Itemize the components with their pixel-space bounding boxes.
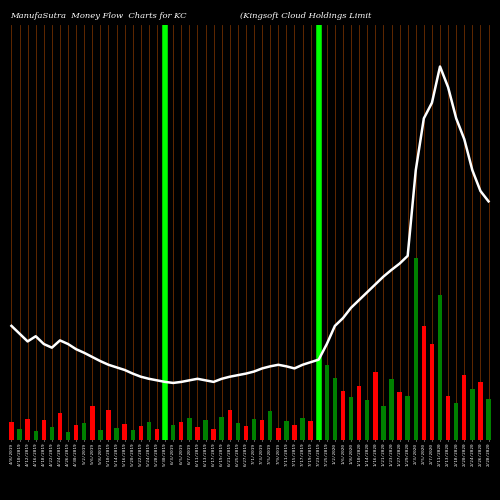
Text: (Kingsoft Cloud Holdings Limit: (Kingsoft Cloud Holdings Limit <box>240 12 372 20</box>
Bar <box>146 422 151 440</box>
Bar <box>308 422 313 440</box>
Bar <box>82 424 86 440</box>
Bar <box>244 426 248 440</box>
Bar <box>438 294 442 440</box>
Bar <box>324 365 329 440</box>
Bar <box>130 430 135 440</box>
Bar <box>50 427 54 440</box>
Bar <box>284 421 288 440</box>
Bar <box>268 412 272 440</box>
Bar <box>171 426 175 440</box>
Bar <box>252 418 256 440</box>
Bar <box>106 410 110 440</box>
Bar <box>138 426 143 440</box>
Bar <box>163 422 168 440</box>
Bar <box>122 424 127 440</box>
Bar <box>357 386 362 440</box>
Bar <box>195 426 200 440</box>
Bar <box>292 425 296 440</box>
Bar <box>486 398 491 440</box>
Bar <box>204 420 208 440</box>
Bar <box>90 406 94 440</box>
Bar <box>341 390 345 440</box>
Bar <box>236 424 240 440</box>
Bar <box>9 422 14 440</box>
Bar <box>74 426 78 440</box>
Bar <box>228 410 232 440</box>
Bar <box>220 416 224 440</box>
Bar <box>446 396 450 440</box>
Bar <box>18 428 22 440</box>
Bar <box>58 413 62 440</box>
Bar <box>179 422 184 440</box>
Bar <box>390 379 394 440</box>
Bar <box>462 375 466 440</box>
Bar <box>349 398 354 440</box>
Bar <box>300 418 305 440</box>
Bar <box>260 420 264 440</box>
Text: ManufaSutra  Money Flow  Charts for KC: ManufaSutra Money Flow Charts for KC <box>10 12 186 20</box>
Bar <box>42 420 46 440</box>
Bar <box>414 258 418 440</box>
Bar <box>365 400 370 440</box>
Bar <box>406 396 410 440</box>
Bar <box>478 382 482 440</box>
Bar <box>187 418 192 440</box>
Bar <box>373 372 378 440</box>
Bar <box>155 429 159 440</box>
Bar <box>114 428 119 440</box>
Bar <box>430 344 434 440</box>
Bar <box>454 402 458 440</box>
Bar <box>332 378 337 440</box>
Bar <box>212 429 216 440</box>
Bar <box>470 389 474 440</box>
Bar <box>26 418 30 440</box>
Bar <box>98 430 102 440</box>
Bar <box>381 406 386 440</box>
Bar <box>398 392 402 440</box>
Bar <box>316 420 321 440</box>
Bar <box>422 326 426 440</box>
Bar <box>66 432 70 440</box>
Bar <box>34 430 38 440</box>
Bar <box>276 428 280 440</box>
